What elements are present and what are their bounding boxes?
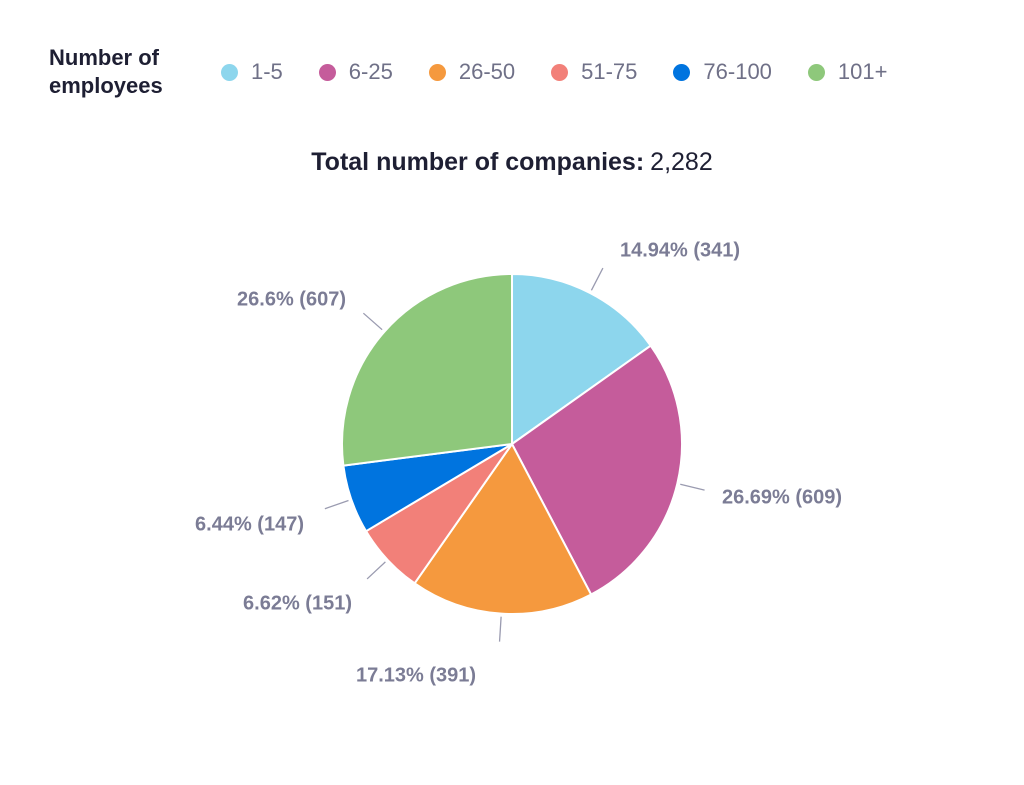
legend-label: 101+ [837, 59, 888, 84]
total-companies: Total number of companies: 2,282 [0, 148, 1024, 177]
total-label: Total number of companies: [311, 148, 645, 176]
legend-item[interactable]: 76-100 [673, 59, 772, 85]
legend-item[interactable]: 6-25 [318, 59, 393, 85]
slice-data-label: 6.62% (151) [243, 592, 352, 614]
legend-swatch [318, 63, 336, 81]
slice-leader-line [590, 267, 604, 291]
pie-slice[interactable] [341, 272, 513, 467]
legend-item[interactable]: 1-5 [221, 59, 283, 85]
slice-data-label: 14.94% (341) [620, 239, 740, 261]
legend-swatch [221, 63, 238, 81]
legend-items: 1-5 6-25 26-50 51-75 76-100 101+ [221, 59, 923, 85]
slice-data-label: 6.44% (147) [195, 513, 304, 535]
slice-leader-line [324, 499, 349, 510]
legend-swatch [673, 63, 691, 81]
slice-leader-line [366, 561, 386, 580]
legend-label: 26-50 [458, 59, 516, 84]
slice-data-label: 26.6% (607) [237, 288, 346, 310]
legend-swatch [551, 63, 569, 81]
legend-label: 51-75 [581, 59, 638, 84]
legend-title: Number of employees [49, 44, 199, 100]
legend-label: 6-25 [348, 59, 393, 84]
legend-item[interactable]: 101+ [807, 59, 888, 85]
pie-slice[interactable] [510, 344, 683, 596]
legend-item[interactable]: 51-75 [551, 59, 637, 85]
chart-legend: Number of employees 1-5 6-25 26-50 51-75 76-… [49, 44, 923, 100]
legend-title-line2: employees [49, 73, 163, 98]
total-value: 2,282 [650, 148, 713, 176]
slice-leader-line [498, 616, 502, 642]
legend-item[interactable]: 26-50 [428, 59, 516, 85]
legend-title-line1: Number of [49, 45, 159, 70]
slice-leader-line [362, 312, 383, 331]
legend-label: 76-100 [703, 59, 772, 84]
legend-label: 1-5 [251, 59, 283, 84]
pie-slice[interactable] [511, 272, 653, 446]
slice-data-label: 17.13% (391) [356, 664, 476, 686]
pie-slice[interactable] [413, 442, 593, 615]
slice-leader-line [680, 483, 705, 491]
slice-data-label: 26.69% (609) [722, 486, 842, 508]
legend-swatch [807, 63, 825, 81]
legend-swatch [428, 63, 446, 81]
